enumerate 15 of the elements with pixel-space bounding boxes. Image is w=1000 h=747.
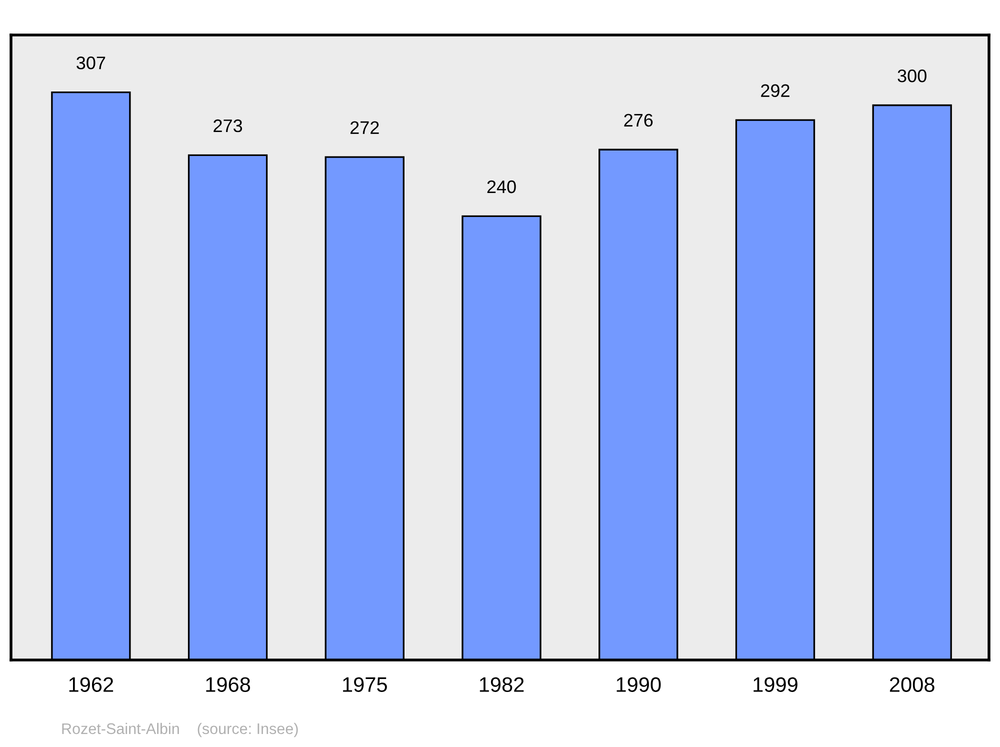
data-label: 273	[214, 119, 242, 132]
data-label: 292	[761, 84, 790, 98]
x-tick-label: 1962	[69, 677, 114, 692]
x-tick-label: 1999	[754, 677, 798, 692]
data-label: 307	[76, 56, 106, 70]
x-tick-label: 1982	[480, 677, 524, 692]
data-label: 276	[624, 114, 653, 127]
x-tick-label: 2008	[890, 677, 934, 692]
data-label: 272	[350, 121, 379, 134]
text: Rozet-Saint-Albin (source: Insee)	[62, 722, 298, 738]
data-label: 240	[487, 180, 516, 194]
x-tick-label: 1975	[343, 677, 387, 692]
data-label: 300	[898, 69, 926, 82]
x-tick-label: 1968	[206, 677, 250, 692]
x-tick-label: 1990	[616, 677, 661, 692]
